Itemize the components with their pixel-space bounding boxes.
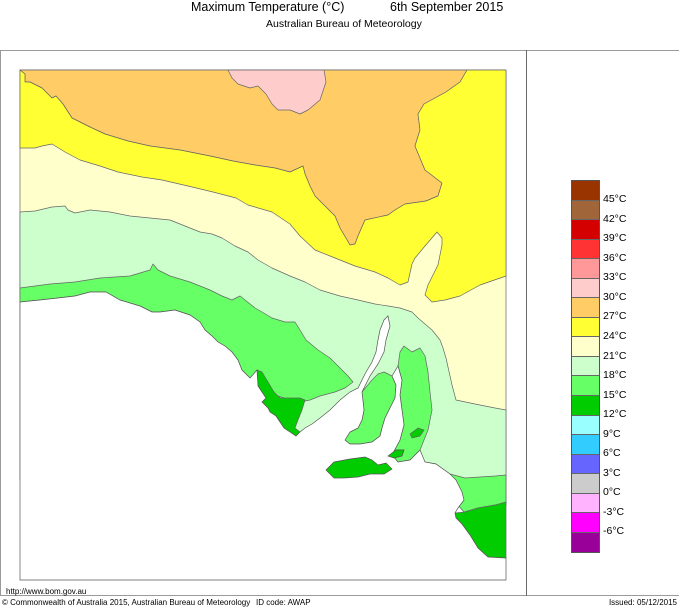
legend-cell-13 (572, 435, 599, 455)
kangaroo-island (325, 456, 393, 479)
title-date: 6th September 2015 (390, 0, 504, 14)
map-title: Maximum Temperature (°C) 6th September 2… (0, 0, 680, 14)
legend-cell-14 (572, 454, 599, 475)
legend-label: 45°C (603, 193, 627, 205)
legend-label: 33°C (603, 271, 627, 283)
legend-cell-15 (572, 474, 599, 494)
legend-cell-0 (572, 181, 599, 201)
legend-cell-10 (572, 376, 599, 397)
legend-cell-18 (572, 532, 599, 553)
legend-label: 27°C (603, 310, 627, 322)
legend-cell-11 (572, 396, 599, 416)
source-url-link[interactable]: http://www.bom.gov.au (6, 587, 87, 596)
legend-label: 9°C (603, 428, 621, 440)
legend-cell-9 (572, 356, 599, 377)
legend-label: 39°C (603, 232, 627, 244)
legend-label: 12°C (603, 408, 627, 420)
zone-12-15-islet (409, 427, 425, 439)
legend-label: 21°C (603, 350, 627, 362)
legend-label: 30°C (603, 291, 627, 303)
legend-label: 24°C (603, 330, 627, 342)
legend-label: 0°C (603, 486, 621, 498)
title-variable: Maximum Temperature (°C) (191, 0, 345, 14)
legend-cell-3 (572, 239, 599, 260)
legend-label: 6°C (603, 447, 621, 459)
issued-date: Issued: 05/12/2015 (608, 598, 677, 607)
map-frame (0, 50, 679, 596)
legend-cell-17 (572, 513, 599, 533)
legend-label: -6°C (603, 525, 625, 537)
legend-label: -3°C (603, 506, 625, 518)
legend-cell-2 (572, 220, 599, 240)
legend-cell-16 (572, 493, 599, 514)
islet (387, 449, 405, 459)
legend-label: 42°C (603, 213, 627, 225)
legend-cell-6 (572, 298, 599, 318)
legend-cell-7 (572, 317, 599, 338)
legend-label: 15°C (603, 389, 627, 401)
copyright-notice: © Commonwealth of Australia 2015, Austra… (2, 598, 251, 607)
legend-divider (526, 50, 527, 596)
legend-label: 36°C (603, 252, 627, 264)
map-subtitle: Australian Bureau of Meteorology (266, 18, 422, 30)
legend-cell-12 (572, 415, 599, 436)
legend-label: 3°C (603, 467, 621, 479)
id-code: ID code: AWAP (256, 598, 311, 607)
zone-24-27-west (19, 69, 507, 303)
temperature-legend (571, 180, 600, 554)
zone-30-33 (227, 69, 327, 115)
legend-cell-4 (572, 259, 599, 279)
legend-cell-5 (572, 278, 599, 299)
legend-cell-8 (572, 337, 599, 357)
ocean-great-australian-bight (19, 291, 507, 581)
legend-cell-1 (572, 200, 599, 221)
legend-label: 18°C (603, 369, 627, 381)
